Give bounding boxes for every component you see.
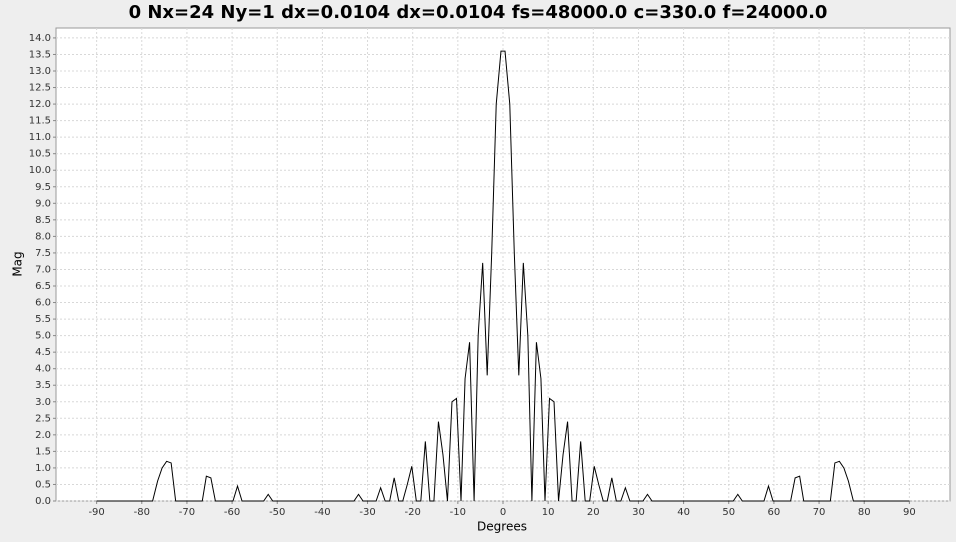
y-tick-label: 4.5 xyxy=(35,347,51,358)
x-tick-label: -70 xyxy=(179,507,195,518)
y-tick-label: 9.5 xyxy=(35,182,51,193)
y-tick-label: 3.5 xyxy=(35,380,51,391)
x-tick-label: -60 xyxy=(224,507,240,518)
x-tick-label: -80 xyxy=(134,507,150,518)
y-tick-label: 8.0 xyxy=(35,231,51,242)
x-tick-label: 20 xyxy=(587,507,600,518)
x-tick-label: 40 xyxy=(677,507,690,518)
y-tick-label: 0.5 xyxy=(35,479,51,490)
x-tick-label: 70 xyxy=(813,507,826,518)
x-tick-label: 0 xyxy=(500,507,506,518)
y-tick-label: 6.5 xyxy=(35,281,51,292)
x-tick-label: 60 xyxy=(768,507,781,518)
y-tick-label: 1.0 xyxy=(35,463,51,474)
y-tick-label: 2.5 xyxy=(35,413,51,424)
y-tick-label: 11.5 xyxy=(29,116,51,127)
y-tick-label: 7.5 xyxy=(35,248,51,259)
y-tick-label: 12.0 xyxy=(29,99,51,110)
x-tick-label: 90 xyxy=(903,507,916,518)
y-tick-label: 4.0 xyxy=(35,364,51,375)
y-tick-label: 1.5 xyxy=(35,446,51,457)
x-tick-label: -50 xyxy=(269,507,285,518)
y-tick-label: 11.0 xyxy=(29,132,51,143)
data-line xyxy=(96,50,910,502)
y-axis-label: Mag xyxy=(11,251,25,276)
y-tick-label: 10.0 xyxy=(29,165,51,176)
x-tick-label: -20 xyxy=(405,507,421,518)
x-tick-label: 80 xyxy=(858,507,871,518)
x-tick-label: 10 xyxy=(542,507,555,518)
y-tick-label: 2.0 xyxy=(35,430,51,441)
y-tick-label: 6.0 xyxy=(35,298,51,309)
x-tick-label: -30 xyxy=(359,507,375,518)
y-tick-label: 0.0 xyxy=(35,496,51,507)
y-tick-label: 13.5 xyxy=(29,49,51,60)
y-tick-label: 5.0 xyxy=(35,331,51,342)
x-tick-label: 50 xyxy=(722,507,735,518)
x-axis-label: Degrees xyxy=(477,520,527,534)
chart-title: 0 Nx=24 Ny=1 dx=0.0104 dx=0.0104 fs=4800… xyxy=(129,2,828,23)
x-tick-label: -90 xyxy=(88,507,104,518)
y-tick-label: 12.5 xyxy=(29,83,51,94)
y-tick-label: 14.0 xyxy=(29,33,51,44)
y-tick-label: 5.5 xyxy=(35,314,51,325)
x-tick-label: -10 xyxy=(450,507,466,518)
y-tick-label: 10.5 xyxy=(29,149,51,160)
x-tick-label: 30 xyxy=(632,507,645,518)
y-tick-label: 3.0 xyxy=(35,397,51,408)
y-tick-label: 13.0 xyxy=(29,66,51,77)
y-tick-label: 9.0 xyxy=(35,198,51,209)
x-tick-label: -40 xyxy=(314,507,330,518)
y-tick-label: 8.5 xyxy=(35,215,51,226)
y-tick-label: 7.0 xyxy=(35,264,51,275)
